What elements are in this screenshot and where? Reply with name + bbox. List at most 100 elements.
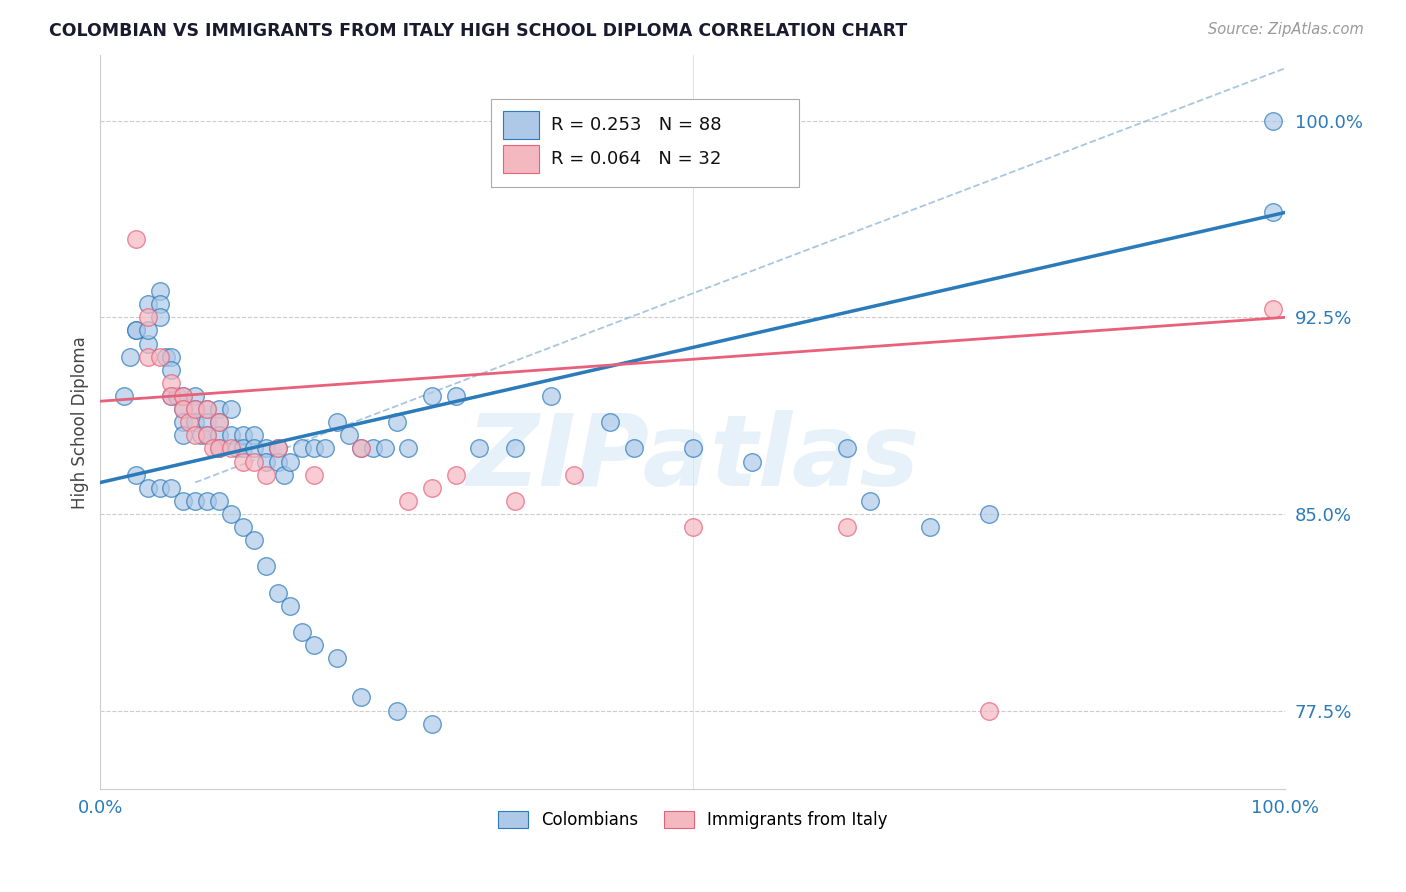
Point bbox=[136, 481, 159, 495]
Point bbox=[149, 481, 172, 495]
Point bbox=[208, 442, 231, 456]
Point bbox=[623, 442, 645, 456]
Point bbox=[219, 428, 242, 442]
Legend: Colombians, Immigrants from Italy: Colombians, Immigrants from Italy bbox=[492, 805, 894, 836]
Point bbox=[149, 297, 172, 311]
Point bbox=[267, 585, 290, 599]
Point bbox=[267, 454, 290, 468]
Point bbox=[125, 232, 148, 246]
Point bbox=[125, 467, 148, 482]
Point bbox=[219, 402, 242, 417]
Point bbox=[118, 350, 141, 364]
Point bbox=[172, 493, 194, 508]
FancyBboxPatch shape bbox=[491, 99, 800, 187]
Point bbox=[385, 704, 408, 718]
Point bbox=[160, 363, 183, 377]
Point bbox=[977, 507, 1000, 521]
Point bbox=[444, 467, 467, 482]
Point bbox=[166, 389, 188, 403]
Point bbox=[149, 284, 172, 298]
Point bbox=[562, 467, 585, 482]
Point bbox=[314, 442, 336, 456]
Point bbox=[682, 520, 704, 534]
Point bbox=[125, 323, 148, 337]
Point bbox=[190, 428, 212, 442]
Point bbox=[195, 415, 218, 429]
Point bbox=[835, 442, 858, 456]
Point bbox=[184, 428, 207, 442]
Point bbox=[243, 533, 266, 548]
Point bbox=[160, 389, 183, 403]
Point bbox=[136, 310, 159, 325]
Point bbox=[172, 415, 194, 429]
Point bbox=[231, 428, 253, 442]
Point bbox=[195, 493, 218, 508]
Point bbox=[160, 376, 183, 390]
Point bbox=[184, 402, 207, 417]
Point bbox=[302, 638, 325, 652]
Point bbox=[682, 442, 704, 456]
Text: R = 0.253   N = 88: R = 0.253 N = 88 bbox=[551, 116, 721, 134]
Point bbox=[361, 442, 384, 456]
Point bbox=[254, 559, 277, 574]
Point bbox=[195, 428, 218, 442]
Point bbox=[385, 415, 408, 429]
Point bbox=[1263, 302, 1285, 317]
Point bbox=[195, 402, 218, 417]
Point bbox=[172, 389, 194, 403]
Point bbox=[231, 454, 253, 468]
Point bbox=[350, 442, 373, 456]
Point bbox=[1263, 113, 1285, 128]
Point bbox=[243, 454, 266, 468]
Point bbox=[195, 402, 218, 417]
Point bbox=[208, 442, 231, 456]
Point bbox=[112, 389, 135, 403]
Point bbox=[225, 442, 247, 456]
Point bbox=[254, 454, 277, 468]
Point bbox=[208, 493, 231, 508]
Point bbox=[254, 467, 277, 482]
Point bbox=[350, 690, 373, 705]
Point bbox=[208, 428, 231, 442]
Point bbox=[184, 493, 207, 508]
Point bbox=[291, 442, 314, 456]
Point bbox=[503, 442, 526, 456]
Point bbox=[125, 323, 148, 337]
Point bbox=[468, 442, 491, 456]
Point bbox=[160, 481, 183, 495]
Point bbox=[184, 402, 207, 417]
Point bbox=[172, 402, 194, 417]
Point bbox=[302, 442, 325, 456]
Point bbox=[172, 428, 194, 442]
Point bbox=[291, 624, 314, 639]
Point bbox=[420, 716, 443, 731]
Point bbox=[337, 428, 360, 442]
Point bbox=[243, 428, 266, 442]
Point bbox=[396, 442, 419, 456]
Y-axis label: High School Diploma: High School Diploma bbox=[72, 335, 89, 508]
Point bbox=[374, 442, 396, 456]
Text: ZIPatlas: ZIPatlas bbox=[467, 410, 920, 508]
Point bbox=[160, 350, 183, 364]
Point bbox=[219, 442, 242, 456]
Point bbox=[231, 442, 253, 456]
Point bbox=[184, 415, 207, 429]
Point bbox=[444, 389, 467, 403]
Point bbox=[195, 428, 218, 442]
Point bbox=[208, 402, 231, 417]
Point bbox=[267, 442, 290, 456]
Point bbox=[350, 442, 373, 456]
Point bbox=[149, 350, 172, 364]
Point bbox=[396, 493, 419, 508]
Point bbox=[219, 507, 242, 521]
Point bbox=[136, 350, 159, 364]
Point bbox=[201, 442, 224, 456]
Point bbox=[599, 415, 621, 429]
Point bbox=[184, 389, 207, 403]
Text: Source: ZipAtlas.com: Source: ZipAtlas.com bbox=[1208, 22, 1364, 37]
Point bbox=[243, 442, 266, 456]
FancyBboxPatch shape bbox=[503, 111, 538, 139]
Point bbox=[859, 493, 882, 508]
Point bbox=[278, 599, 301, 613]
Point bbox=[267, 442, 290, 456]
